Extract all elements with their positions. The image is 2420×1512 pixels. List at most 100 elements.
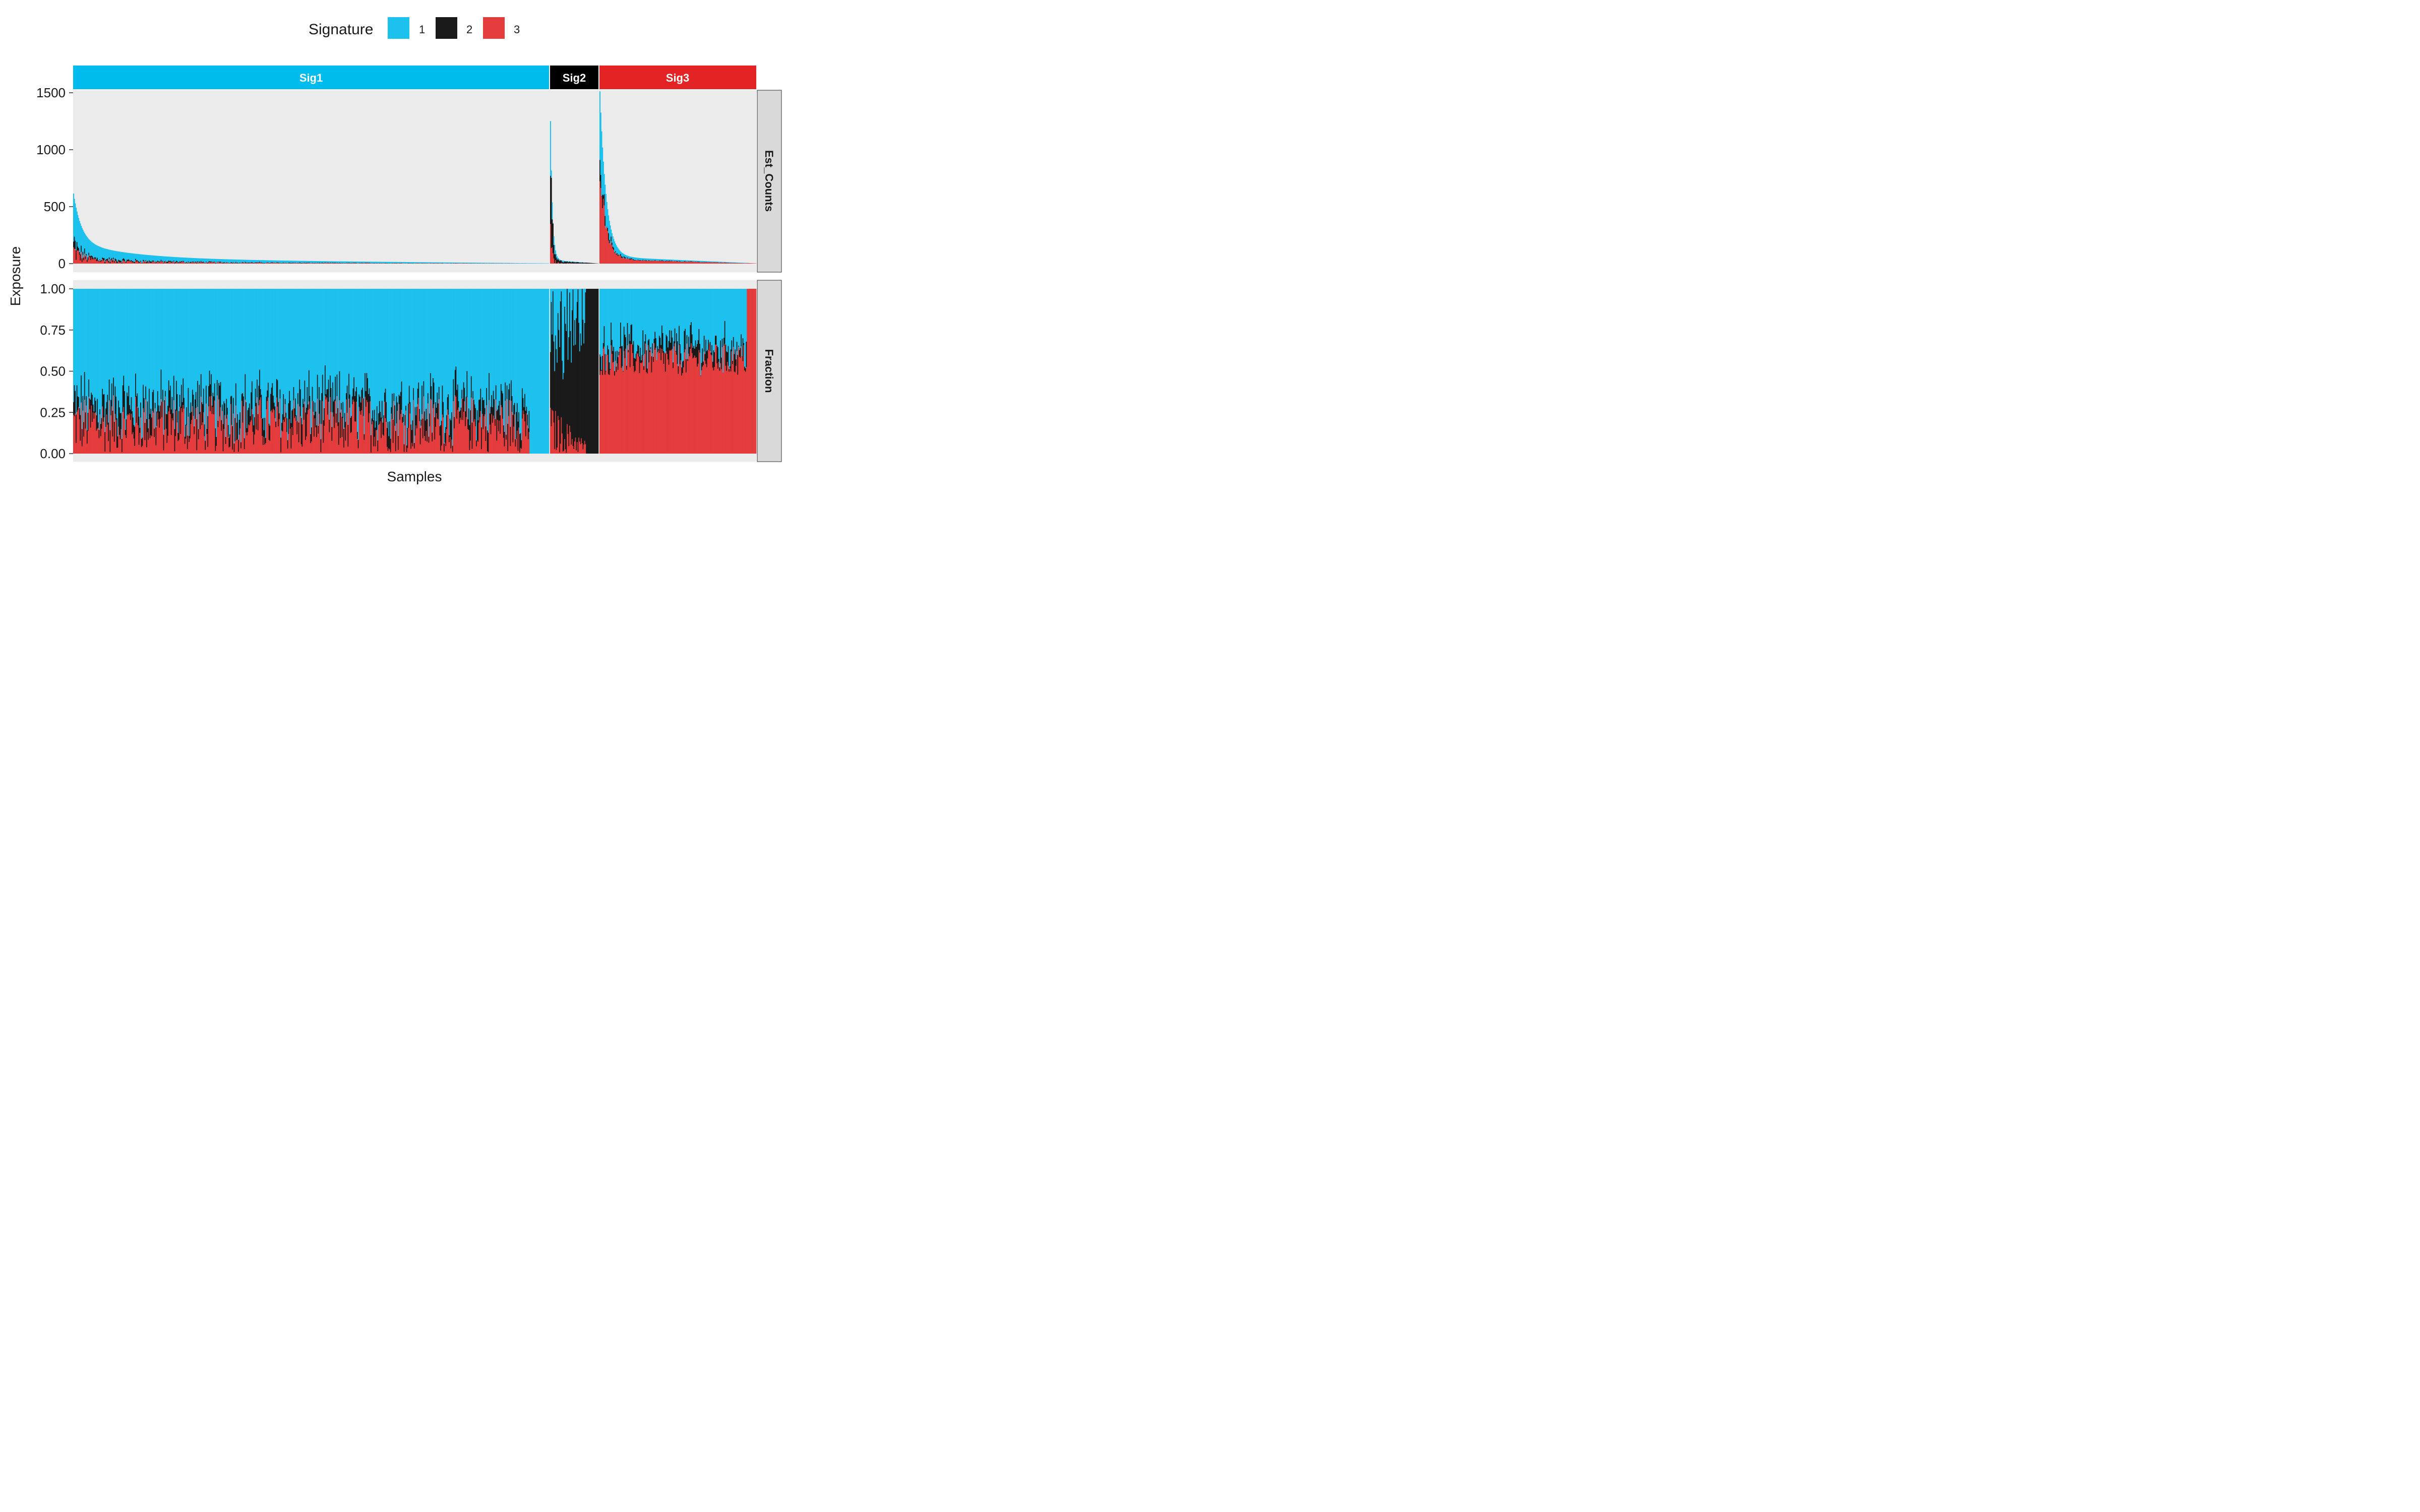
count-bar-sig1 xyxy=(167,257,169,262)
fraction-bar-sig1 xyxy=(271,289,272,388)
fraction-bar-sig2 xyxy=(635,358,636,371)
count-bar-sig1 xyxy=(239,260,241,263)
fraction-bar-sig3 xyxy=(354,421,356,454)
fraction-bar-sig3 xyxy=(755,289,757,454)
count-bar-sig2 xyxy=(255,262,256,263)
count-bar-sig1 xyxy=(95,244,96,258)
fraction-bar-sig1 xyxy=(166,289,168,414)
fraction-bar-sig1 xyxy=(97,289,99,423)
count-bar-sig3 xyxy=(551,248,552,264)
count-bar-sig1 xyxy=(385,262,386,263)
count-bar-sig3 xyxy=(87,260,89,264)
fraction-bar-sig3 xyxy=(644,354,645,454)
fraction-bar-sig3 xyxy=(320,452,322,454)
fraction-bar-sig3 xyxy=(494,418,495,454)
count-bar-sig1 xyxy=(117,251,118,263)
fraction-bar-sig1 xyxy=(114,289,116,387)
fraction-bar-sig1 xyxy=(186,289,188,407)
fraction-bar-sig2 xyxy=(434,417,436,440)
fraction-bar-sig2 xyxy=(312,387,313,401)
fraction-bar-sig2 xyxy=(95,401,96,413)
fraction-bar-sig2 xyxy=(682,361,684,373)
count-bar-sig1 xyxy=(242,260,244,263)
count-bar-sig1 xyxy=(641,258,642,261)
fraction-bar-sig2 xyxy=(593,289,595,454)
fraction-bar-sig1 xyxy=(736,289,738,342)
fraction-bar-sig3 xyxy=(391,413,392,454)
count-bar-sig2 xyxy=(124,259,126,262)
count-bar-sig1 xyxy=(387,262,388,264)
fraction-bar-sig2 xyxy=(472,391,474,399)
fraction-bar-sig3 xyxy=(558,420,560,454)
fraction-bar-sig1 xyxy=(222,289,223,405)
fraction-bar-sig2 xyxy=(487,430,488,452)
fraction-bar-sig1 xyxy=(673,289,674,362)
fraction-bar-sig3 xyxy=(298,442,299,454)
count-bar-sig2 xyxy=(654,260,656,261)
count-bar-sig3 xyxy=(307,263,308,264)
fraction-bar-sig1 xyxy=(204,289,205,424)
count-bar-sig3 xyxy=(699,262,701,264)
fraction-bar-sig2 xyxy=(154,402,156,409)
fraction-bar-sig3 xyxy=(696,357,697,454)
count-bar-sig1 xyxy=(277,260,278,263)
count-bar-sig1 xyxy=(370,262,371,263)
count-bar-sig1 xyxy=(543,263,544,264)
fraction-bar-sig1 xyxy=(129,289,131,405)
count-bar-sig1 xyxy=(174,257,175,263)
count-bar-sig3 xyxy=(464,263,465,264)
count-bar-sig3 xyxy=(700,262,701,264)
count-bar-sig1 xyxy=(208,259,210,262)
fraction-bar-sig1 xyxy=(395,289,396,431)
count-bar-sig3 xyxy=(348,263,350,264)
fraction-bar-sig1 xyxy=(346,289,348,386)
count-bar-sig3 xyxy=(330,263,332,264)
fraction-bar-sig3 xyxy=(277,406,278,454)
count-bar-sig1 xyxy=(398,262,400,263)
fraction-bars xyxy=(73,289,757,454)
count-bar-sig1 xyxy=(220,259,221,262)
count-bar-sig2 xyxy=(677,261,678,262)
fraction-bar-sig1 xyxy=(532,289,533,454)
count-bar-sig1 xyxy=(527,263,528,264)
count-bar-sig1 xyxy=(235,259,237,262)
fraction-bar-sig3 xyxy=(219,416,220,454)
count-bar-sig1 xyxy=(229,259,231,264)
fraction-bar-sig3 xyxy=(705,363,707,454)
fraction-bar-sig2 xyxy=(659,337,661,348)
fraction-bar-sig1 xyxy=(465,289,466,412)
count-bar-sig1 xyxy=(259,260,261,262)
fraction-bar-sig3 xyxy=(263,436,265,454)
fraction-bar-sig1 xyxy=(628,289,629,350)
fraction-bar-sig2 xyxy=(566,331,567,453)
fraction-bar-sig2 xyxy=(632,344,633,353)
fraction-bar-sig3 xyxy=(489,400,490,454)
fraction-bar-sig3 xyxy=(84,400,85,454)
fraction-bar-sig3 xyxy=(742,361,744,454)
fraction-bar-sig2 xyxy=(673,362,674,368)
count-bar-sig1 xyxy=(133,253,134,262)
count-bar-sig1 xyxy=(96,245,97,260)
fraction-bar-sig2 xyxy=(173,375,174,401)
count-bar-sig1 xyxy=(86,235,87,254)
fraction-bar-sig1 xyxy=(639,289,640,357)
count-bar-sig1 xyxy=(516,263,517,264)
fraction-bar-sig1 xyxy=(163,289,164,435)
fraction-bar-sig1 xyxy=(488,289,489,433)
count-bar-sig3 xyxy=(285,263,287,264)
fraction-bar-sig1 xyxy=(161,289,163,402)
fraction-bar-sig1 xyxy=(671,289,672,331)
legend-key-1 xyxy=(388,17,409,39)
count-bar-sig1 xyxy=(346,261,348,263)
count-bar-sig2 xyxy=(135,259,137,261)
fraction-bar-sig1 xyxy=(457,289,458,385)
fraction-bar-sig1 xyxy=(449,289,450,435)
fraction-bar-sig2 xyxy=(228,437,230,448)
fraction-bar-sig3 xyxy=(518,427,520,454)
fraction-bar-sig1 xyxy=(489,289,490,373)
fraction-bar-sig2 xyxy=(650,347,651,349)
count-bar-sig2 xyxy=(229,263,231,264)
count-bar-sig1 xyxy=(227,259,228,263)
count-bar-sig3 xyxy=(97,261,99,264)
fraction-bar-sig2 xyxy=(243,396,245,407)
